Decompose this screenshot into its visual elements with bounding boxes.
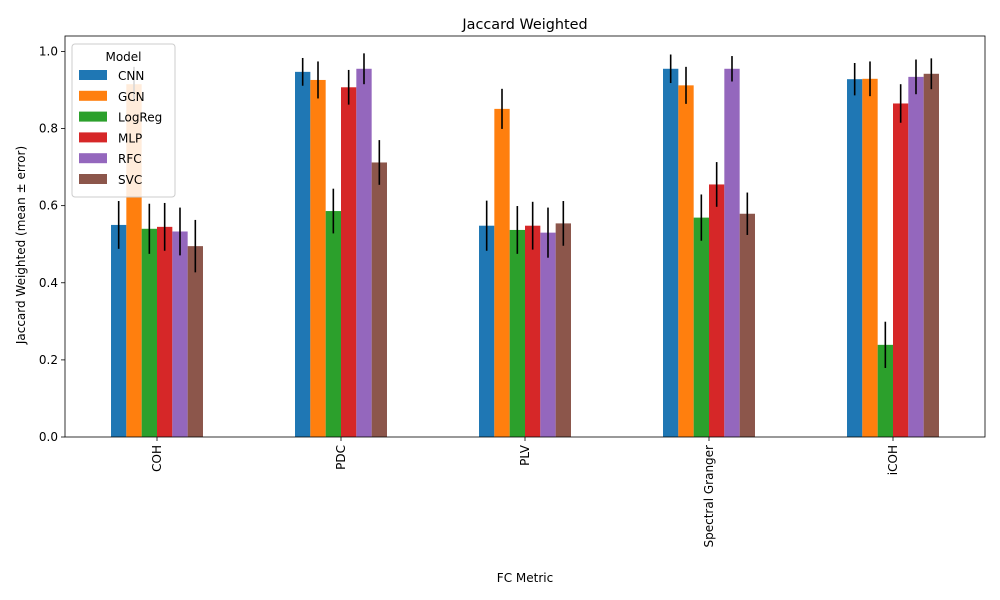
bar-gcn — [678, 85, 694, 437]
bar-cnn — [111, 224, 127, 437]
bar-svc — [923, 73, 939, 438]
bar-rfc — [172, 231, 188, 437]
legend-swatch-svc[interactable] — [79, 174, 107, 184]
legend-swatch-rfc[interactable] — [79, 153, 107, 164]
bar-rfc — [356, 68, 372, 437]
bar-logreg — [877, 344, 893, 437]
legend-swatch-cnn[interactable] — [79, 70, 107, 80]
bar-svc — [739, 213, 755, 437]
legend-label-gcn[interactable]: GCN — [118, 90, 145, 104]
bar-logreg — [693, 217, 709, 437]
legend-label-mlp[interactable]: MLP — [118, 131, 142, 145]
bar-svc — [187, 246, 203, 437]
plot-area: 0.0 0.2 0.4 0.6 0.8 1.0 COH PDC PLV Spectral Gran… — [39, 35, 986, 548]
legend-label-svc[interactable]: SVC — [118, 173, 142, 187]
bar-mlp — [157, 226, 173, 437]
bar-logreg — [509, 229, 525, 437]
bar-cnn — [479, 225, 495, 437]
legend-swatch-mlp[interactable] — [79, 132, 107, 143]
x-tick-label: iCOH — [886, 445, 900, 475]
y-tick-label: 0.8 — [39, 122, 58, 136]
x-tick-label: COH — [150, 445, 164, 472]
legend-label-logreg[interactable]: LogReg — [118, 111, 162, 125]
bar-svc — [371, 162, 387, 437]
x-axis-label: FC Metric — [497, 571, 553, 585]
bar-rfc — [908, 76, 924, 437]
chart-title: Jaccard Weighted — [461, 17, 587, 33]
bar-svc — [555, 223, 571, 437]
legend[interactable]: Model CNN GCN LogReg MLP RFC SVC — [71, 43, 176, 198]
bar-gcn — [310, 79, 326, 437]
axes-frame — [64, 35, 986, 438]
y-tick-label: 0.6 — [39, 199, 58, 213]
legend-swatch-gcn[interactable] — [79, 90, 107, 101]
bar-cnn — [847, 79, 863, 437]
legend-label-rfc[interactable]: RFC — [118, 152, 142, 166]
y-tick-label: 0.0 — [39, 430, 58, 444]
y-tick-label: 1.0 — [39, 44, 58, 58]
x-tick-label: PLV — [518, 444, 532, 466]
legend-title: Model — [105, 50, 141, 64]
bar-mlp — [893, 103, 909, 438]
bar-gcn — [494, 108, 510, 438]
bar-logreg — [325, 211, 341, 437]
bar-cnn — [295, 71, 311, 438]
bar-mlp — [341, 87, 357, 437]
y-tick-label: 0.2 — [39, 353, 58, 367]
bar-rfc — [540, 232, 556, 437]
x-tick-label: PDC — [334, 445, 348, 470]
bar-mlp — [709, 184, 725, 437]
legend-label-cnn[interactable]: CNN — [118, 69, 144, 83]
bar-logreg — [141, 228, 157, 437]
x-tick-label: Spectral Granger — [702, 445, 716, 548]
bar-mlp — [525, 225, 541, 437]
y-axis-label: Jaccard Weighted (mean ± error) — [14, 146, 28, 345]
bar-rfc — [724, 68, 740, 437]
y-tick-label: 0.4 — [39, 276, 58, 290]
bar-cnn — [663, 68, 679, 437]
bar-gcn — [862, 78, 878, 437]
legend-swatch-logreg[interactable] — [79, 111, 107, 122]
